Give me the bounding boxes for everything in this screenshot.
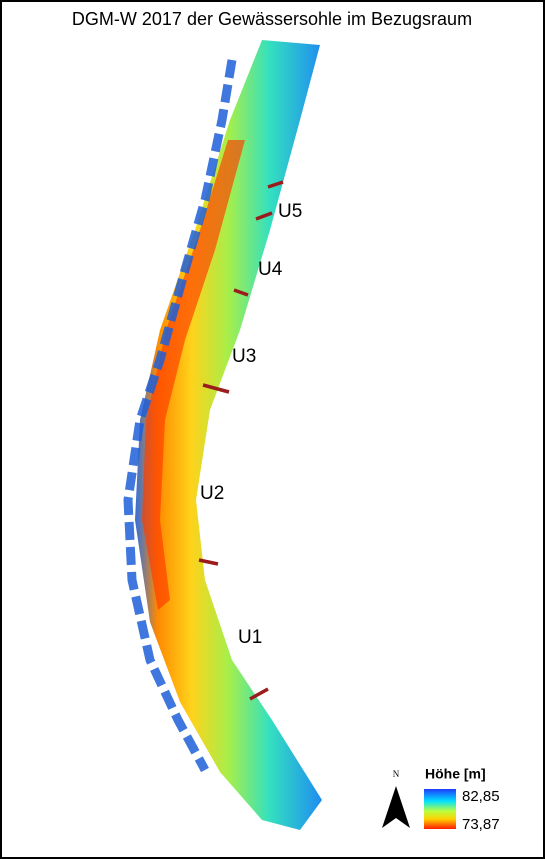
section-label: U2 (200, 483, 224, 504)
legend-min: 73,87 (462, 816, 500, 833)
north-label: N (393, 769, 400, 779)
section-label: U4 (258, 259, 283, 280)
section-label: U3 (232, 346, 256, 367)
legend-title: Höhe [m] (425, 766, 486, 782)
legend-max: 82,85 (462, 788, 500, 805)
color-scale (424, 789, 456, 829)
map-title: DGM-W 2017 der Gewässersohle im Bezugsra… (72, 9, 472, 29)
section-label: U5 (278, 201, 302, 222)
section-label: U1 (238, 627, 262, 648)
map: DGM-W 2017 der Gewässersohle im Bezugsra… (0, 0, 545, 859)
